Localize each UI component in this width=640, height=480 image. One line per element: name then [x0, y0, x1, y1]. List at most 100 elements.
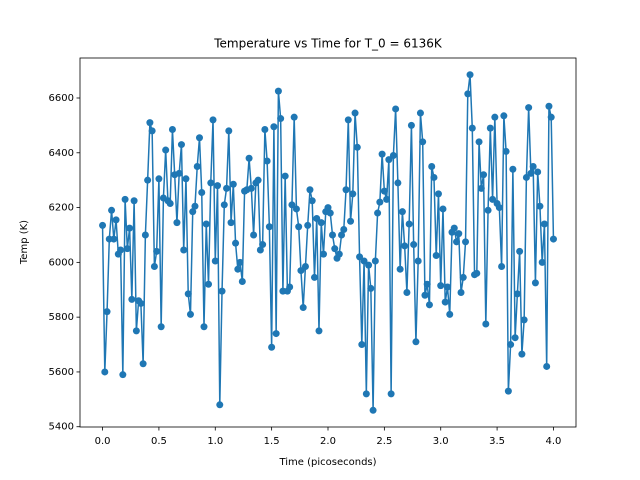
- data-point: [358, 341, 366, 349]
- data-point: [349, 190, 357, 198]
- data-point: [290, 113, 298, 121]
- data-point: [473, 269, 481, 277]
- y-tick-label: 6400: [49, 148, 74, 159]
- data-point: [139, 360, 147, 368]
- data-point: [292, 205, 300, 213]
- data-point: [383, 195, 391, 203]
- data-point: [162, 146, 170, 154]
- data-point: [396, 265, 404, 273]
- data-point: [385, 156, 393, 164]
- data-point: [335, 250, 343, 258]
- data-point: [549, 235, 557, 243]
- data-point: [450, 224, 458, 232]
- data-point: [403, 288, 411, 296]
- data-point: [205, 280, 213, 288]
- data-point: [155, 175, 163, 183]
- data-point: [534, 168, 542, 176]
- data-point: [394, 179, 402, 187]
- data-point: [288, 201, 296, 209]
- data-point: [281, 172, 289, 180]
- data-point: [491, 113, 499, 121]
- data-point: [234, 265, 242, 273]
- data-point: [430, 173, 438, 181]
- data-point: [304, 221, 312, 229]
- y-tick-label: 5800: [49, 312, 74, 323]
- data-point: [256, 246, 264, 254]
- data-point: [310, 273, 318, 281]
- x-tick-label: 2.5: [376, 436, 392, 447]
- data-point: [126, 224, 134, 232]
- x-tick-label: 2.0: [320, 436, 336, 447]
- data-point: [177, 141, 185, 149]
- y-tick-label: 6200: [49, 203, 74, 214]
- data-point: [272, 330, 280, 338]
- data-point: [407, 121, 415, 129]
- data-point: [547, 113, 555, 121]
- data-point: [274, 87, 282, 95]
- data-point: [365, 261, 373, 269]
- y-axis-label: Temp (K): [19, 220, 30, 265]
- data-point: [522, 173, 530, 181]
- data-point: [434, 190, 442, 198]
- data-point: [464, 90, 472, 98]
- data-point: [144, 176, 152, 184]
- data-point: [306, 186, 314, 194]
- data-point: [180, 246, 188, 254]
- data-point: [531, 279, 539, 287]
- data-point: [220, 201, 228, 209]
- data-point: [344, 116, 352, 124]
- data-point: [507, 341, 515, 349]
- data-point: [141, 231, 149, 239]
- data-point: [146, 119, 154, 127]
- data-point: [457, 288, 465, 296]
- data-point: [540, 220, 548, 228]
- data-point: [329, 231, 337, 239]
- data-point: [398, 208, 406, 216]
- data-point: [462, 238, 470, 246]
- data-point: [297, 267, 305, 275]
- data-point: [193, 162, 201, 170]
- data-point: [236, 258, 244, 266]
- data-point: [166, 199, 174, 207]
- data-point: [130, 197, 138, 205]
- y-tick-label: 5400: [49, 422, 74, 433]
- data-point: [536, 202, 544, 210]
- data-point: [128, 295, 136, 303]
- data-point: [351, 109, 359, 117]
- data-point: [495, 204, 503, 212]
- data-point: [175, 169, 183, 177]
- data-point: [443, 283, 451, 291]
- data-point: [209, 116, 217, 124]
- data-point: [324, 204, 332, 212]
- data-point: [455, 230, 463, 238]
- data-point: [247, 184, 255, 192]
- data-point: [245, 154, 253, 162]
- data-point: [229, 180, 237, 188]
- data-point: [250, 231, 258, 239]
- data-point: [119, 371, 127, 379]
- data-point: [168, 125, 176, 133]
- chart-title: Temperature vs Time for T_0 = 6136K: [213, 37, 443, 51]
- data-point: [121, 195, 129, 203]
- data-point: [376, 198, 384, 206]
- data-point: [211, 257, 219, 265]
- data-point: [545, 102, 553, 110]
- data-point: [184, 290, 192, 298]
- data-point: [268, 343, 276, 351]
- data-point: [148, 127, 156, 135]
- data-point: [132, 327, 140, 335]
- data-point: [117, 246, 125, 254]
- data-point: [367, 284, 375, 292]
- data-point: [446, 310, 454, 318]
- data-point: [319, 250, 327, 258]
- data-point: [189, 208, 197, 216]
- data-point: [99, 221, 107, 229]
- data-point: [419, 138, 427, 146]
- data-point: [195, 134, 203, 142]
- data-point: [502, 147, 510, 155]
- data-point: [480, 171, 488, 179]
- data-line: [101, 74, 555, 411]
- data-point: [286, 283, 294, 291]
- data-point: [342, 186, 350, 194]
